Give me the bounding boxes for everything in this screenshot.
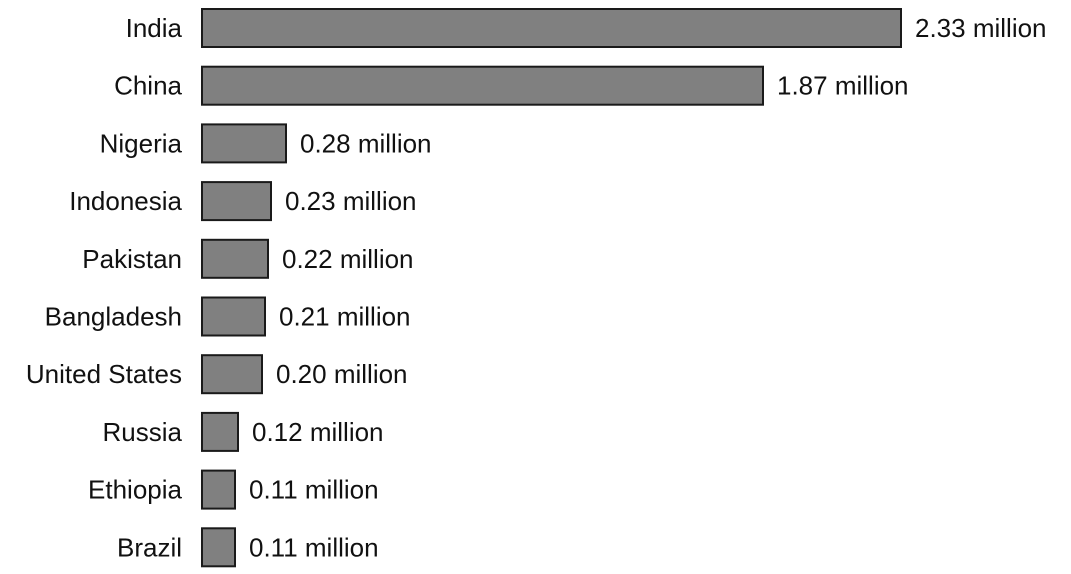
category-label: India xyxy=(126,13,183,43)
bar xyxy=(201,296,266,337)
value-label: 2.33 million xyxy=(915,13,1047,43)
bar xyxy=(201,354,263,395)
value-label: 0.20 million xyxy=(276,359,408,389)
category-label: Indonesia xyxy=(69,186,182,216)
category-label: Russia xyxy=(103,417,183,447)
value-label: 0.11 million xyxy=(249,475,379,505)
bar xyxy=(201,411,239,452)
category-label: United States xyxy=(26,359,182,389)
category-label: Ethiopia xyxy=(88,475,182,505)
bar xyxy=(201,527,236,568)
value-label: 0.22 million xyxy=(282,244,414,274)
value-label: 1.87 million xyxy=(777,71,909,101)
value-label: 0.23 million xyxy=(285,186,417,216)
bar xyxy=(201,181,272,222)
category-label: Bangladesh xyxy=(45,302,182,332)
category-label: Pakistan xyxy=(82,244,182,274)
bar xyxy=(201,238,269,279)
bar xyxy=(201,65,764,106)
value-label: 0.21 million xyxy=(279,302,411,332)
value-label: 0.11 million xyxy=(249,532,379,562)
bar xyxy=(201,8,902,48)
category-label: China xyxy=(114,71,182,101)
category-label: Nigeria xyxy=(100,128,183,158)
value-label: 0.28 million xyxy=(300,128,432,158)
category-label: Brazil xyxy=(117,532,182,562)
bar xyxy=(201,469,236,510)
bar xyxy=(201,123,287,164)
value-label: 0.12 million xyxy=(252,417,384,447)
